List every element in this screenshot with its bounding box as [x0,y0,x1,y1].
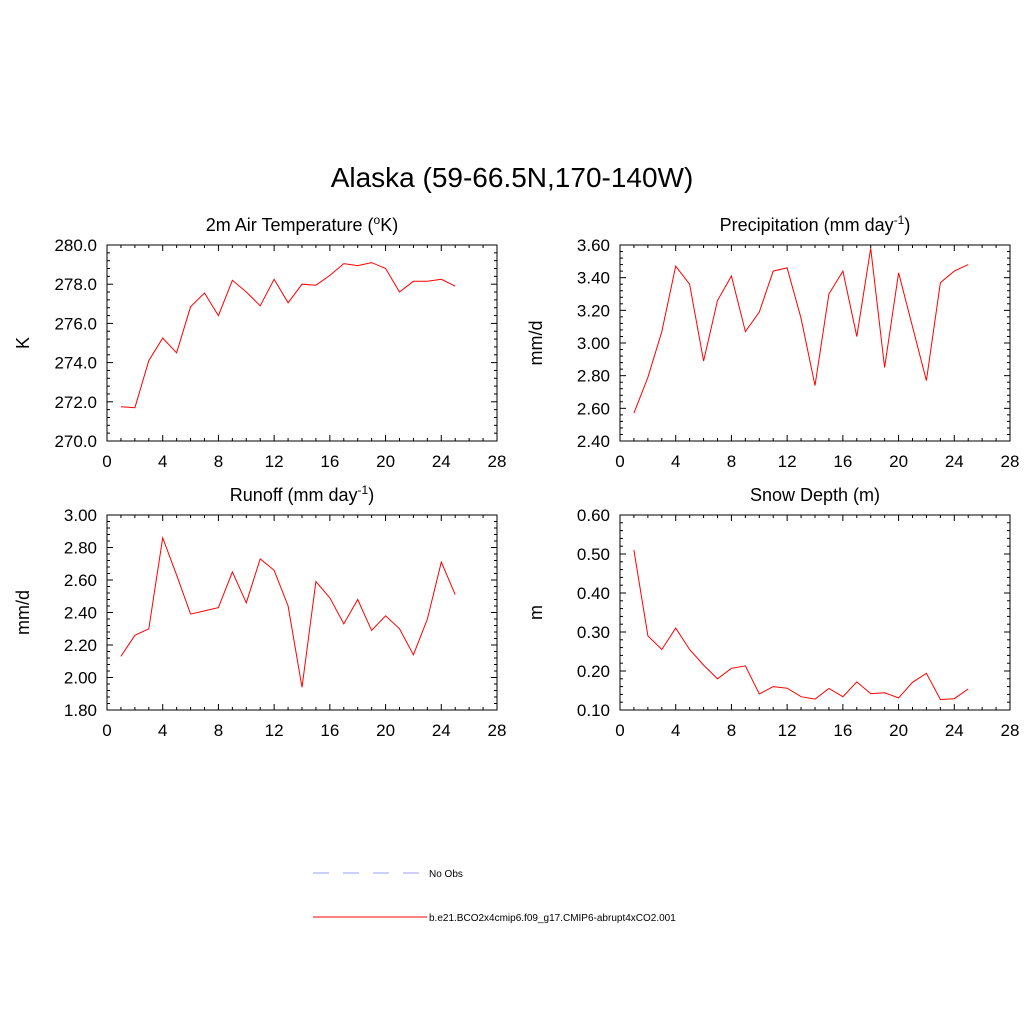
y-tick-label: 0.20 [577,662,610,681]
y-tick-label: 280.0 [54,236,97,255]
series-line [633,248,969,414]
panel-title: Precipitation (mm day-1) [720,213,911,235]
x-tick-label: 28 [1001,721,1020,740]
y-tick-label: 0.10 [577,701,610,720]
y-tick-label: 272.0 [54,393,97,412]
x-tick-label: 20 [376,452,395,471]
x-tick-label: 20 [889,452,908,471]
y-tick-label: 3.00 [577,334,610,353]
panel-title: Snow Depth (m) [750,485,880,505]
y-tick-label: 3.20 [577,301,610,320]
x-tick-label: 20 [889,721,908,740]
y-tick-label: 0.60 [577,506,610,525]
x-tick-label: 28 [1001,452,1020,471]
y-tick-label: 274.0 [54,354,97,373]
x-tick-label: 24 [432,721,451,740]
legend-label: No Obs [429,869,463,880]
x-tick-label: 4 [158,721,167,740]
x-tick-label: 0 [615,721,624,740]
x-tick-label: 28 [488,452,507,471]
legend-label: b.e21.BCO2x4cmip6.f09_g17.CMIP6-abrupt4x… [429,913,676,924]
x-tick-label: 4 [671,721,680,740]
runoff-panel: 0 4 8 12 16 20 24 28 1.80 2.00 2.20 2.40 2.60 2.80 3.0… [13,483,506,740]
y-tick-label: 2.00 [64,669,97,688]
y-tick-label: 2.60 [64,571,97,590]
x-tick-label: 8 [214,721,223,740]
x-tick-label: 8 [727,452,736,471]
precipitation-panel: 0 4 8 12 16 20 24 28 2.40 2.60 2.80 3.00 3.20 3.40 3.6… [526,213,1019,471]
x-tick-label: 28 [488,721,507,740]
x-tick-label: 24 [945,721,964,740]
snow-depth-panel: 0 4 8 12 16 20 24 28 0.10 0.20 0.30 0.40 0.50 0.60 Sno… [526,485,1019,740]
y-tick-label: 270.0 [54,432,97,451]
y-axis-label: K [13,337,33,349]
x-tick-label: 8 [727,721,736,740]
panel-title: Runoff (mm day-1) [230,483,374,505]
y-axis-label: mm/d [13,590,33,635]
x-tick-label: 16 [833,452,852,471]
x-tick-label: 4 [671,452,680,471]
x-tick-label: 24 [432,452,451,471]
x-tick-label: 16 [320,721,339,740]
y-tick-label: 276.0 [54,314,97,333]
plot-frame [619,244,1011,442]
series-line [120,262,456,409]
x-tick-label: 12 [778,721,797,740]
x-tick-label: 24 [945,452,964,471]
y-axis-label: mm/d [526,321,546,366]
series-line [120,535,456,688]
y-axis-label: m [526,605,546,620]
y-tick-label: 2.40 [577,432,610,451]
y-tick-label: 2.80 [577,367,610,386]
air-temperature-panel: 0 4 8 12 16 20 24 28 270.0 272.0 274.0 276.0 278.0 28… [13,213,506,471]
x-tick-label: 0 [102,452,111,471]
x-tick-label: 16 [833,721,852,740]
x-tick-label: 16 [320,452,339,471]
y-tick-label: 0.50 [577,545,610,564]
x-tick-label: 12 [778,452,797,471]
page-title: Alaska (59-66.5N,170-140W) [330,162,694,193]
y-tick-label: 0.40 [577,584,610,603]
y-tick-label: 278.0 [54,275,97,294]
y-tick-label: 3.60 [577,236,610,255]
y-tick-label: 2.60 [577,399,610,418]
series-line [633,550,969,701]
x-tick-label: 8 [214,452,223,471]
x-tick-label: 0 [615,452,624,471]
plot-frame [106,244,498,442]
y-tick-label: 2.40 [64,604,97,623]
y-tick-label: 3.00 [64,506,97,525]
plot-frame [619,514,1011,711]
legend: No Obs b.e21.BCO2x4cmip6.f09_g17.CMIP6-ab… [313,869,676,924]
x-tick-label: 20 [376,721,395,740]
x-tick-label: 12 [265,452,284,471]
x-tick-label: 0 [102,721,111,740]
panel-title: 2m Air Temperature (oK) [206,213,398,235]
x-tick-label: 4 [158,452,167,471]
y-tick-label: 2.20 [64,636,97,655]
y-tick-label: 0.30 [577,623,610,642]
y-tick-label: 3.40 [577,269,610,288]
y-tick-label: 2.80 [64,539,97,558]
x-tick-label: 12 [265,721,284,740]
y-tick-label: 1.80 [64,701,97,720]
